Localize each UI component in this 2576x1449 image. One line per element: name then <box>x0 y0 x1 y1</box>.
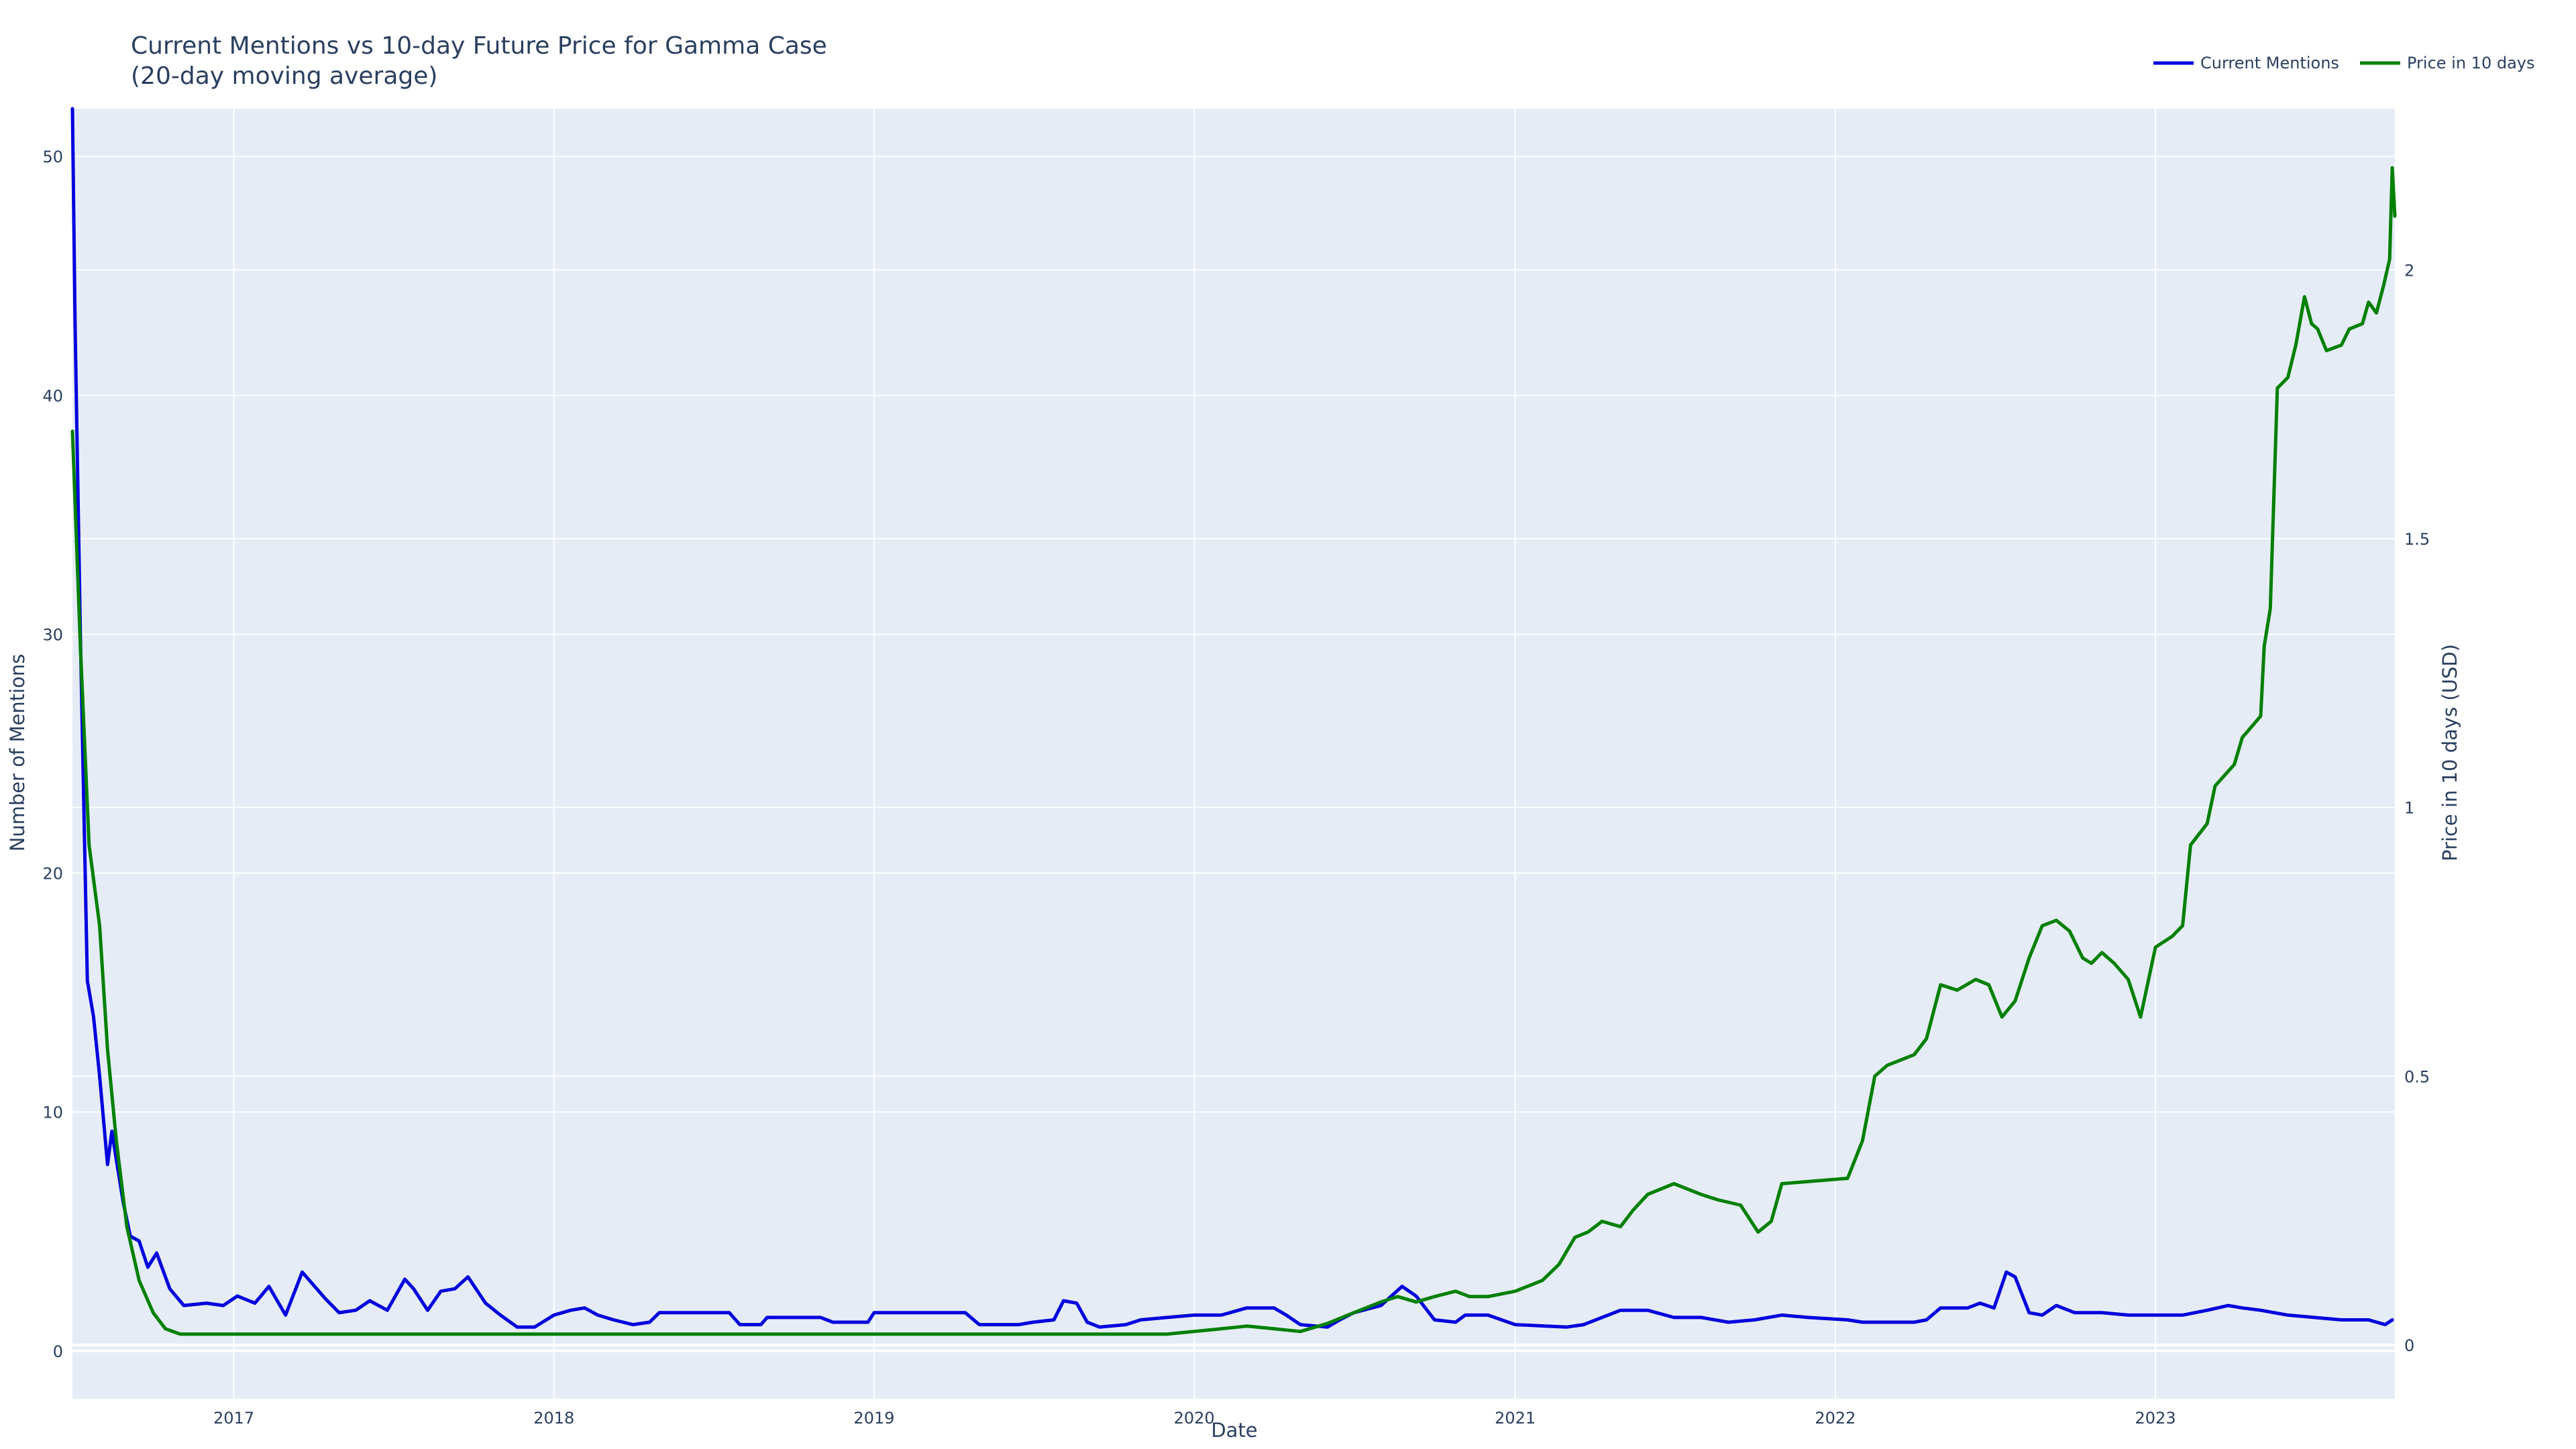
x-tick-label: 2022 <box>1815 1409 1856 1428</box>
y-left-tick-label: 40 <box>42 386 63 405</box>
series-line-price <box>70 166 2397 1336</box>
y-right-tick-label: 1.5 <box>2404 530 2430 549</box>
y-left-tick-label: 50 <box>42 148 63 166</box>
x-tick-label: 2017 <box>213 1409 254 1428</box>
y-left-tick-label: 10 <box>42 1104 63 1122</box>
y-left-axis-title: Number of Mentions <box>6 654 29 852</box>
x-tick-label: 2019 <box>853 1409 894 1428</box>
y-left-tick-label: 30 <box>42 625 63 644</box>
series-layer <box>70 107 2397 1336</box>
chart-title-line1: Current Mentions vs 10-day Future Price … <box>131 32 827 60</box>
x-axis-ticks: 2017 2018 2019 2020 2021 2022 2023 <box>213 1409 2176 1428</box>
x-tick-label: 2021 <box>1495 1409 1536 1428</box>
legend: Current Mentions Price in 10 days <box>2153 54 2535 72</box>
y-left-tick-label: 0 <box>53 1342 63 1361</box>
x-tick-label: 2023 <box>2135 1409 2176 1428</box>
y-right-tick-label: 0 <box>2404 1336 2414 1355</box>
y-right-axis-ticks: 0 0.5 1 1.5 2 <box>2404 261 2430 1355</box>
y-right-tick-label: 1 <box>2404 799 2414 818</box>
x-tick-label: 2020 <box>1174 1409 1215 1428</box>
y-right-tick-label: 0.5 <box>2404 1067 2430 1086</box>
x-tick-label: 2018 <box>533 1409 574 1428</box>
y-left-axis-ticks: 0 10 20 30 40 50 <box>42 148 63 1361</box>
plot-area <box>72 109 2395 1399</box>
legend-label-price: Price in 10 days <box>2407 54 2535 72</box>
y-right-tick-label: 2 <box>2404 261 2414 280</box>
y-left-tick-label: 20 <box>42 865 63 883</box>
series-line-mentions <box>70 107 2394 1329</box>
y-right-axis-title: Price in 10 days (USD) <box>2438 644 2461 861</box>
chart-title-line2: (20-day moving average) <box>131 62 437 90</box>
legend-label-mentions: Current Mentions <box>2200 54 2339 72</box>
x-axis-title: Date <box>1211 1419 1257 1442</box>
grid <box>72 109 2395 1399</box>
